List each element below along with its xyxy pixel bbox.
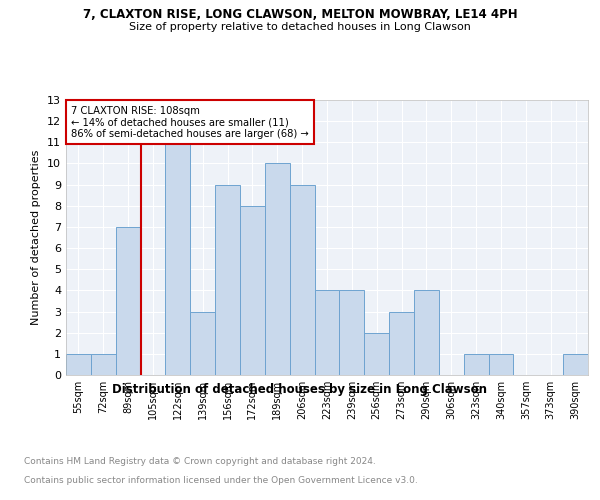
Bar — [290, 184, 314, 375]
Bar — [364, 332, 389, 375]
Bar — [265, 164, 290, 375]
Text: 7, CLAXTON RISE, LONG CLAWSON, MELTON MOWBRAY, LE14 4PH: 7, CLAXTON RISE, LONG CLAWSON, MELTON MO… — [83, 8, 517, 20]
Bar — [389, 312, 414, 375]
Bar — [66, 354, 91, 375]
Text: Contains HM Land Registry data © Crown copyright and database right 2024.: Contains HM Land Registry data © Crown c… — [24, 457, 376, 466]
Bar — [215, 184, 240, 375]
Bar — [414, 290, 439, 375]
Text: 7 CLAXTON RISE: 108sqm
← 14% of detached houses are smaller (11)
86% of semi-det: 7 CLAXTON RISE: 108sqm ← 14% of detached… — [71, 106, 309, 138]
Bar — [116, 227, 140, 375]
Bar — [340, 290, 364, 375]
Text: Size of property relative to detached houses in Long Clawson: Size of property relative to detached ho… — [129, 22, 471, 32]
Bar — [464, 354, 488, 375]
Bar — [91, 354, 116, 375]
Bar — [240, 206, 265, 375]
Text: Distribution of detached houses by size in Long Clawson: Distribution of detached houses by size … — [113, 382, 487, 396]
Text: Contains public sector information licensed under the Open Government Licence v3: Contains public sector information licen… — [24, 476, 418, 485]
Bar — [563, 354, 588, 375]
Y-axis label: Number of detached properties: Number of detached properties — [31, 150, 41, 325]
Bar — [190, 312, 215, 375]
Bar — [314, 290, 340, 375]
Bar — [166, 142, 190, 375]
Bar — [488, 354, 514, 375]
